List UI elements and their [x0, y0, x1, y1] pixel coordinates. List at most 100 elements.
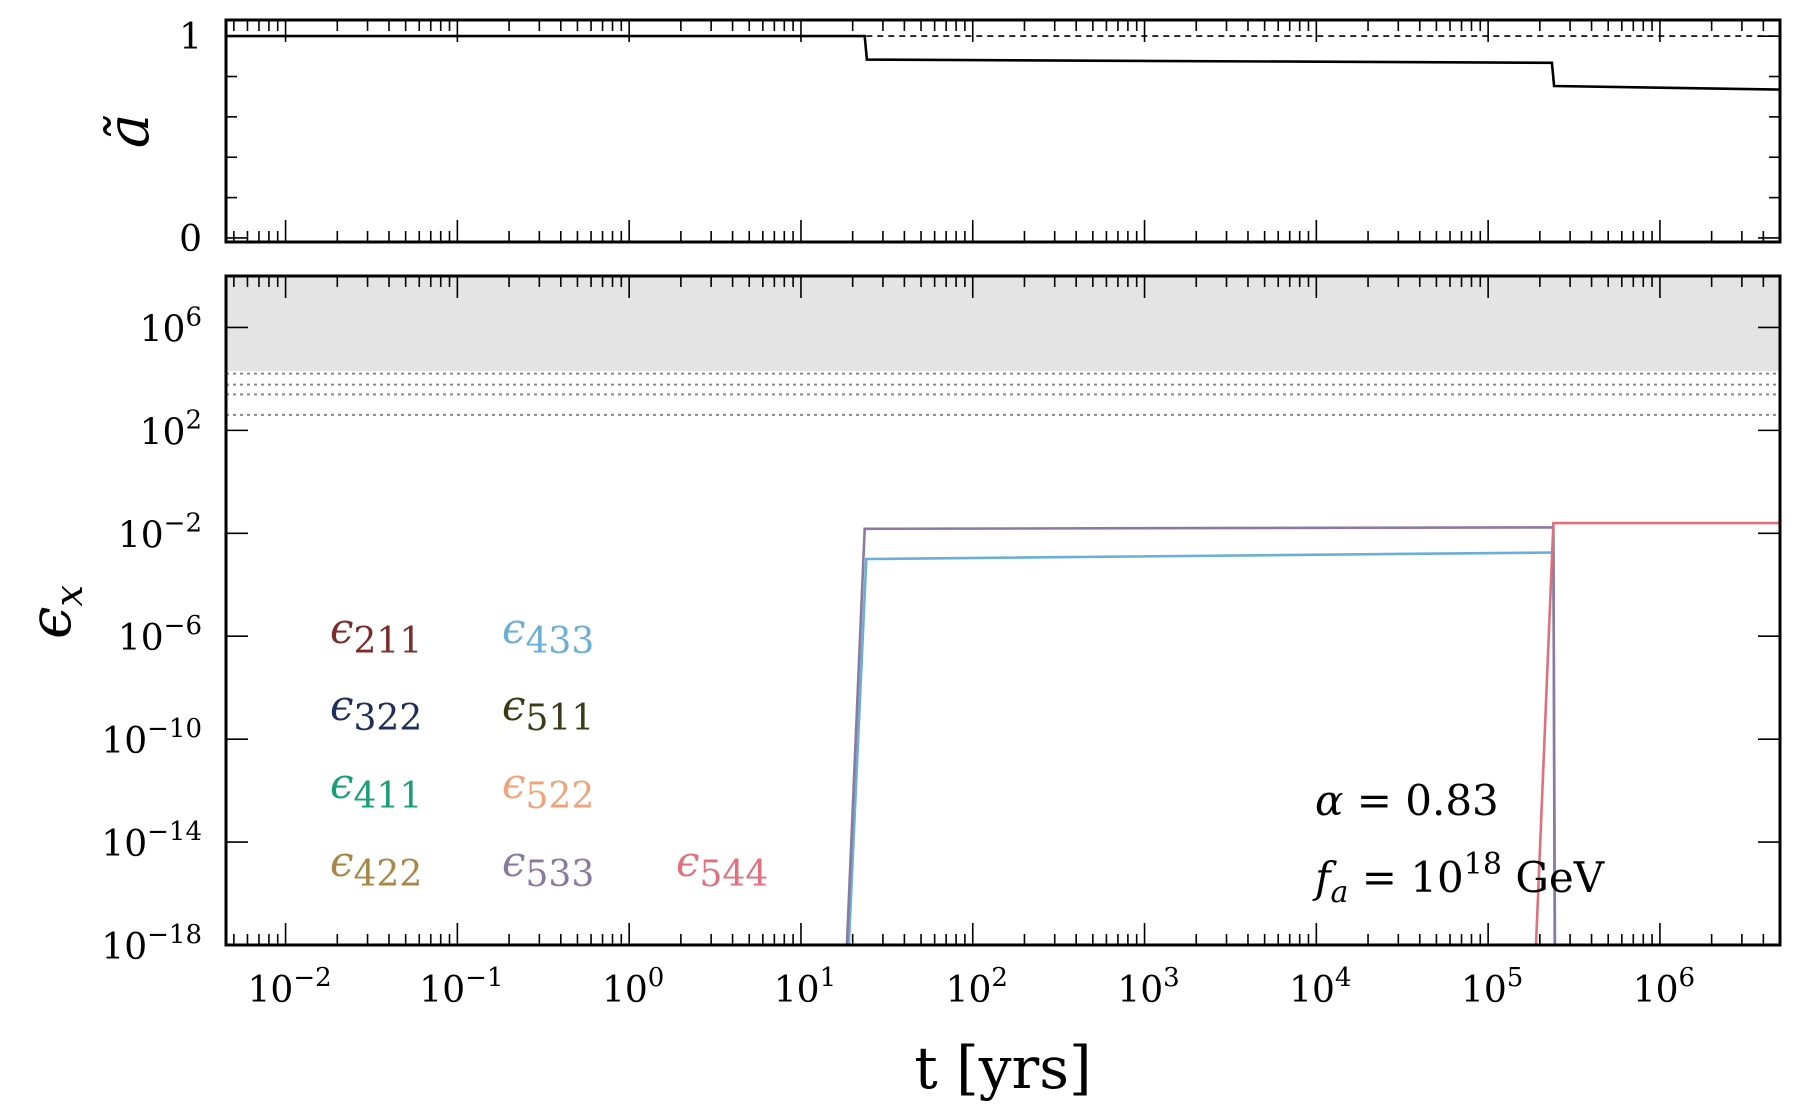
bottom-y-tick-label-base: 10 — [101, 927, 147, 968]
legend-entry-511: ϵ511 — [502, 681, 594, 739]
x-tick-label: 106 — [1633, 963, 1695, 1011]
x-tick-label-base: 10 — [946, 970, 992, 1011]
fa-equals: = 10 — [1348, 853, 1463, 902]
x-tick-label-exponent: −2 — [293, 963, 331, 993]
legend-subscript: 533 — [526, 854, 595, 895]
bottom-y-tick-label-exponent: 2 — [185, 405, 202, 435]
legend-symbol: ϵ — [676, 837, 700, 886]
bottom-y-tick-label-base: 10 — [101, 721, 147, 762]
top-ticks-group — [226, 20, 1781, 242]
x-tick-label: 104 — [1289, 963, 1351, 1011]
y-label-symbol: ϵ — [16, 606, 84, 638]
x-tick-label-base: 10 — [1633, 970, 1679, 1011]
fa-subscript: a — [1331, 875, 1349, 910]
bottom-y-tick-label-exponent: 6 — [185, 302, 202, 332]
legend-symbol: ϵ — [330, 604, 354, 653]
x-tick-label: 10−2 — [248, 963, 332, 1011]
fa-annotation: fa = 1018 GeV — [1312, 847, 1605, 910]
bottom-y-axis-label: ϵx — [16, 585, 91, 639]
x-tick-label: 105 — [1461, 963, 1523, 1011]
bottom-y-tick-label: 10−10 — [101, 714, 202, 762]
legend-entry-522: ϵ522 — [502, 759, 594, 817]
legend-symbol: ϵ — [330, 837, 354, 886]
bottom-y-tick-label-exponent: −6 — [164, 611, 202, 641]
x-axis-label: t [yrs] — [914, 1034, 1091, 1102]
top-y-axis-label: ã — [94, 114, 162, 149]
dotted-threshold-lines — [226, 372, 1780, 416]
legend-symbol: ϵ — [330, 681, 354, 730]
legend-entry-322: ϵ322 — [330, 681, 422, 739]
bottom-x-tick-labels: 10−2 10−1 100 101 102 103 104 105 106 — [248, 963, 1696, 1011]
bottom-ticks-group — [226, 276, 1781, 946]
bottom-y-tick-label-base: 10 — [118, 618, 164, 659]
bottom-y-tick-label: 10−2 — [118, 508, 202, 556]
legend-symbol: ϵ — [502, 604, 526, 653]
bottom-y-tick-label-exponent: −2 — [164, 508, 202, 538]
legend-entry-422: ϵ422 — [330, 837, 422, 895]
legend-symbol: ϵ — [502, 681, 526, 730]
bottom-y-tick-label-base: 10 — [140, 412, 186, 453]
top-y-tick-label: 0 — [179, 219, 202, 260]
bottom-y-tick-label-base: 10 — [118, 515, 164, 556]
bottom-y-tick-label-exponent: −18 — [147, 920, 202, 950]
top-series-solid-line — [226, 34, 1781, 91]
top-series-group — [226, 34, 1781, 91]
legend-entry-411: ϵ411 — [330, 759, 422, 817]
shaded-region — [226, 276, 1780, 372]
x-tick-label: 101 — [774, 963, 836, 1011]
bottom-y-tick-label: 106 — [140, 302, 202, 350]
x-tick-label-base: 10 — [1461, 970, 1507, 1011]
x-tick-label-exponent: 5 — [1507, 963, 1524, 993]
alpha-annotation: α = 0.83 — [1315, 776, 1499, 825]
legend-subscript: 522 — [526, 776, 595, 817]
y-label-subscript: x — [47, 585, 91, 606]
legend-entry-533: ϵ533 — [502, 837, 594, 895]
legend-entry-433: ϵ433 — [502, 604, 594, 662]
x-tick-label-exponent: 2 — [991, 963, 1008, 993]
x-tick-label-base: 10 — [419, 970, 465, 1011]
bottom-y-tick-label: 10−6 — [118, 611, 202, 659]
x-tick-label-exponent: 0 — [648, 963, 665, 993]
top-y-tick-labels: 01 — [179, 17, 202, 260]
x-tick-label-exponent: 4 — [1335, 963, 1352, 993]
x-tick-label-base: 10 — [1117, 970, 1163, 1011]
alpha-symbol: α — [1315, 776, 1343, 825]
x-tick-label: 102 — [946, 963, 1008, 1011]
fa-exponent: 18 — [1464, 847, 1502, 882]
x-tick-label-base: 10 — [248, 970, 294, 1011]
legend-symbol: ϵ — [502, 837, 526, 886]
bottom-y-tick-label: 102 — [140, 405, 202, 453]
x-tick-label-exponent: 6 — [1679, 963, 1696, 993]
legend-subscript: 422 — [354, 854, 423, 895]
top-panel: 01 ã — [94, 17, 1782, 260]
legend-subscript: 433 — [526, 621, 595, 662]
legend-subscript: 322 — [354, 698, 423, 739]
bottom-y-tick-label-exponent: −14 — [147, 817, 202, 847]
alpha-value: = 0.83 — [1343, 776, 1498, 825]
x-tick-label-exponent: 3 — [1163, 963, 1180, 993]
bottom-y-tick-label: 10−14 — [101, 817, 202, 865]
series-line-544 — [1534, 521, 1780, 946]
bottom-y-tick-label-base: 10 — [140, 309, 186, 350]
legend-subscript: 211 — [354, 621, 423, 662]
legend-entry-544: ϵ544 — [676, 837, 768, 895]
x-tick-label-exponent: −1 — [465, 963, 503, 993]
series-line-533 — [845, 526, 1556, 946]
legend-symbol: ϵ — [502, 759, 526, 808]
bottom-series-group — [845, 521, 1780, 946]
legend-symbol: ϵ — [330, 759, 354, 808]
bottom-y-tick-label: 10−18 — [101, 920, 202, 968]
legend-entry-211: ϵ211 — [330, 604, 422, 662]
x-tick-label-base: 10 — [602, 970, 648, 1011]
legend-subscript: 544 — [700, 854, 769, 895]
x-tick-label-base: 10 — [1289, 970, 1335, 1011]
shaded-region-group — [226, 276, 1780, 372]
x-tick-label-base: 10 — [774, 970, 820, 1011]
x-tick-label: 10−1 — [419, 963, 503, 1011]
legend-subscript: 411 — [354, 776, 423, 817]
top-y-tick-label: 1 — [179, 17, 202, 58]
legend-subscript: 511 — [526, 698, 595, 739]
